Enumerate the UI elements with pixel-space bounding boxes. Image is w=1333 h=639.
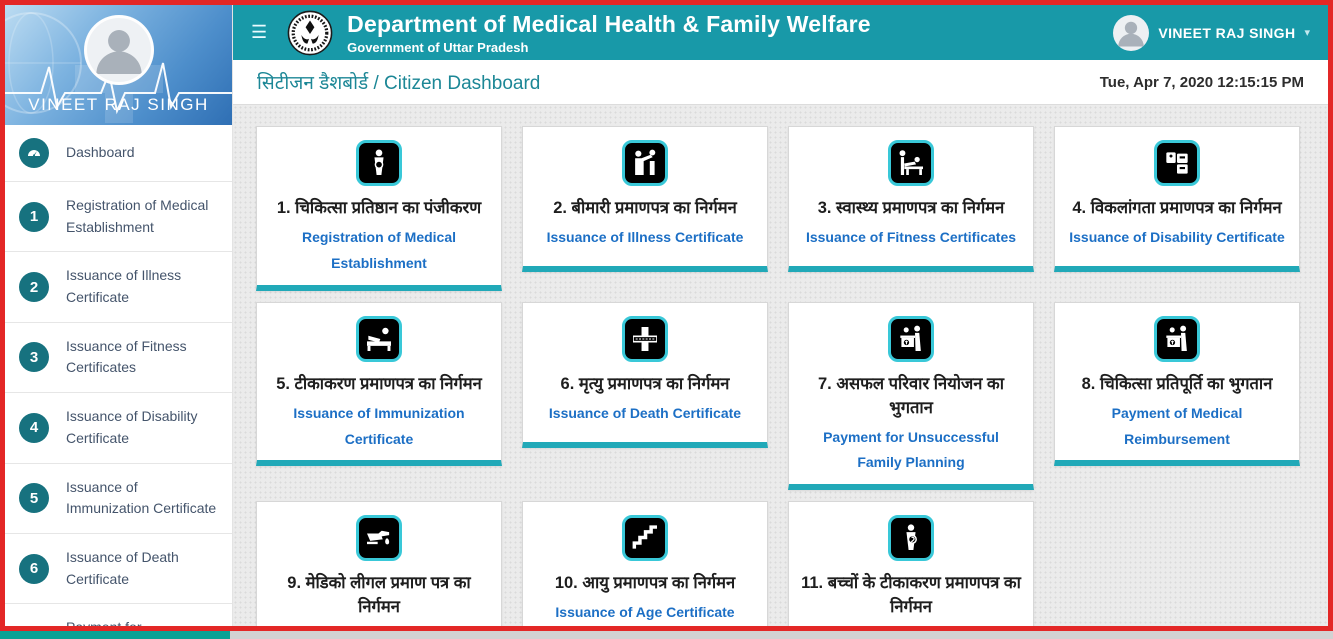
footer-strip-right (230, 631, 1333, 639)
service-card-issuance-of-immunization-certificate-for-children[interactable]: 11. बच्चों के टीकाकरण प्रमाणपत्र का निर्… (788, 501, 1034, 626)
sidebar-item-issuance-of-illness-certificate[interactable]: 2 Issuance of Illness Certificate (5, 252, 232, 323)
sidebar-item-number-badge: 4 (19, 412, 49, 443)
profile-avatar (83, 15, 154, 85)
records-cabinet-icon (1154, 140, 1200, 186)
card-title-english: Issuance of Fitness Certificates (805, 228, 1017, 245)
user-menu[interactable]: VINEET RAJ SINGH ▾ (1113, 14, 1310, 51)
app-header: ☰ Department of Medical Health & Family … (233, 5, 1328, 60)
doctor-patient-icon (622, 140, 668, 186)
card-title-hindi: 7. असफल परिवार नियोजन का भुगतान (818, 374, 1004, 417)
card-title-english: Issuance of Immunization Certificate (293, 404, 465, 447)
main-area: ☰ Department of Medical Health & Family … (233, 5, 1328, 626)
mother-child-icon (888, 515, 934, 562)
card-title-hindi: 4. विकलांगता प्रमाणपत्र का निर्गमन (1072, 199, 1282, 217)
breadcrumb: सिटीजन डैशबोर्ड / Citizen Dashboard (257, 73, 541, 94)
sidebar-nav: Dashboard 1 Registration of Medical Establ… (5, 125, 232, 626)
card-title-hindi: 6. मृत्यु प्रमाणपत्र का निर्गमन (560, 374, 730, 393)
sidebar-item-number-badge: 6 (19, 553, 49, 584)
breadcrumb-bar: सिटीजन डैशबोर्ड / Citizen Dashboard Tue,… (233, 60, 1328, 105)
app-title: Department of Medical Health & Family We… (347, 10, 871, 37)
sidebar-item-issuance-of-death-certificate[interactable]: 6 Issuance of Death Certificate (5, 533, 232, 605)
user-avatar (1113, 14, 1150, 51)
sidebar-item-label: Issuance of Death Certificate (66, 548, 179, 587)
service-card-issuance-of-medico-legal-certificate[interactable]: 9. मेडिको लीगल प्रमाण पत्र का निर्गमन Iss… (256, 501, 502, 626)
card-title-english: Issuance of Death Certificate (548, 404, 742, 421)
stairs-icon (622, 515, 668, 562)
service-card-registration-of-medical-establishment[interactable]: 1. चिकित्सा प्रतिष्ठान का पंजीकरण Registr… (256, 126, 502, 291)
card-title-hindi: 3. स्वास्थ्य प्रमाणपत्र का निर्गमन (817, 199, 1005, 217)
hamburger-icon[interactable]: ☰ (251, 22, 268, 42)
exam-table-icon (888, 140, 934, 186)
sidebar-item-label: Registration of Medical Establishment (66, 197, 209, 235)
card-title-english: Payment of Medical Reimbursement (1111, 404, 1243, 447)
card-title-hindi: 9. मेडिको लीगल प्रमाण पत्र का निर्गमन (287, 574, 471, 617)
app-subtitle: Government of Uttar Pradesh (347, 39, 529, 55)
patient-bed-icon (356, 315, 402, 362)
card-title-hindi: 8. चिकित्सा प्रतिपूर्ति का भुगतान (1081, 374, 1273, 393)
card-title-english: Issuance of Age Certificate (555, 604, 735, 621)
payment-counter-icon (1154, 315, 1200, 362)
payment-counter-icon (888, 315, 934, 362)
user-name: VINEET RAJ SINGH (1158, 24, 1296, 41)
service-card-issuance-of-disability-certificate[interactable]: 4. विकलांगता प्रमाणपत्र का निर्गमन Issuan… (1054, 126, 1300, 272)
sidebar-item-label: Issuance of Illness Certificate (66, 267, 182, 306)
sidebar-profile: VINEET RAJ SINGH (5, 5, 232, 125)
chevron-down-icon: ▾ (1304, 27, 1310, 39)
sidebar-item-label: Dashboard (66, 144, 135, 161)
footer-strip (0, 631, 1333, 639)
sidebar-item-label: Payment for Unsuccessful Family Planning (66, 617, 218, 626)
profile-name: VINEET RAJ SINGH (28, 95, 209, 114)
service-card-issuance-of-fitness-certificates[interactable]: 3. स्वास्थ्य प्रमाणपत्र का निर्गमन Issuan… (788, 126, 1034, 272)
service-card-payment-of-medical-reimbursement[interactable]: 8. चिकित्सा प्रतिपूर्ति का भुगतान Payment… (1054, 301, 1300, 467)
sidebar-item-number-badge: 3 (19, 342, 49, 373)
card-title-hindi: 10. आयु प्रमाणपत्र का निर्गमन (554, 574, 736, 593)
sidebar-item-issuance-of-fitness-certificates[interactable]: 3 Issuance of Fitness Certificates (5, 322, 232, 394)
card-title-english: Registration of Medical Establishment (301, 228, 457, 271)
card-title-hindi: 1. चिकित्सा प्रतिष्ठान का पंजीकरण (276, 199, 482, 217)
up-government-emblem-icon (287, 10, 333, 55)
card-title-english: Issuance of Illness Certificate (546, 228, 744, 245)
card-title-hindi: 5. टीकाकरण प्रमाणपत्र का निर्गमन (276, 374, 482, 393)
datetime-display: Tue, Apr 7, 2020 12:15:15 PM (1099, 73, 1304, 91)
sidebar-item-number-badge: 2 (19, 272, 49, 303)
sidebar-item-label: Issuance of Disability Certificate (66, 408, 198, 446)
card-title-hindi: 11. बच्चों के टीकाकरण प्रमाणपत्र का निर्… (801, 574, 1021, 617)
sidebar-item-label: Issuance of Immunization Certificate (66, 478, 217, 517)
sidebar-item-dashboard[interactable]: Dashboard (5, 125, 232, 182)
card-title-english: Issuance of Disability Certificate (1069, 228, 1285, 245)
sidebar-item-label: Issuance of Fitness Certificates (66, 337, 187, 376)
pregnant-woman-icon (356, 140, 402, 186)
cards-grid: 1. चिकित्सा प्रतिष्ठान का पंजीकरण Registr… (233, 105, 1328, 626)
sidebar-item-issuance-of-disability-certificate[interactable]: 4 Issuance of Disability Certificate (5, 393, 232, 464)
card-title-english: Payment for Unsuccessful Family Planning (823, 428, 999, 471)
service-card-issuance-of-illness-certificate[interactable]: 2. बीमारी प्रमाणपत्र का निर्गमन Issuance … (522, 126, 768, 272)
sidebar-item-number-badge: 1 (19, 201, 49, 232)
service-card-issuance-of-age-certificate[interactable]: 10. आयु प्रमाणपत्र का निर्गमन Issuance of… (522, 501, 768, 626)
card-title-english: Issuance of Medico- Legal Certificate (265, 624, 493, 626)
emergency-cross-icon (622, 315, 668, 362)
dashboard-gauge-icon (19, 138, 49, 168)
service-card-issuance-of-death-certificate[interactable]: 6. मृत्यु प्रमाणपत्र का निर्गमन Issuance … (522, 301, 768, 448)
card-title-hindi: 2. बीमारी प्रमाणपत्र का निर्गमन (553, 199, 737, 217)
sidebar-item-registration-of-medical-establishment[interactable]: 1 Registration of Medical Establishment (5, 182, 232, 253)
hand-document-icon (356, 515, 402, 562)
footer-strip-left (0, 631, 230, 639)
card-title-english: Issuance of Immunization Certificate for… (797, 624, 1025, 626)
service-card-issuance-of-immunization-certificate[interactable]: 5. टीकाकरण प्रमाणपत्र का निर्गमन Issuance… (256, 301, 502, 467)
sidebar-item-payment-for-unsuccessful-family-planning[interactable]: 7Payment for Unsuccessful Family Plannin… (5, 604, 232, 626)
sidebar-item-number-badge: 5 (19, 483, 49, 514)
service-card-payment-for-unsuccessful-family-planning[interactable]: 7. असफल परिवार नियोजन का भुगतान Payment f… (788, 301, 1034, 491)
sidebar: VINEET RAJ SINGH Dashboard 1 Registration … (5, 5, 233, 626)
sidebar-item-issuance-of-immunization-certificate[interactable]: 5 Issuance of Immunization Certificate (5, 463, 232, 534)
header-titles: Department of Medical Health & Family We… (347, 11, 871, 55)
